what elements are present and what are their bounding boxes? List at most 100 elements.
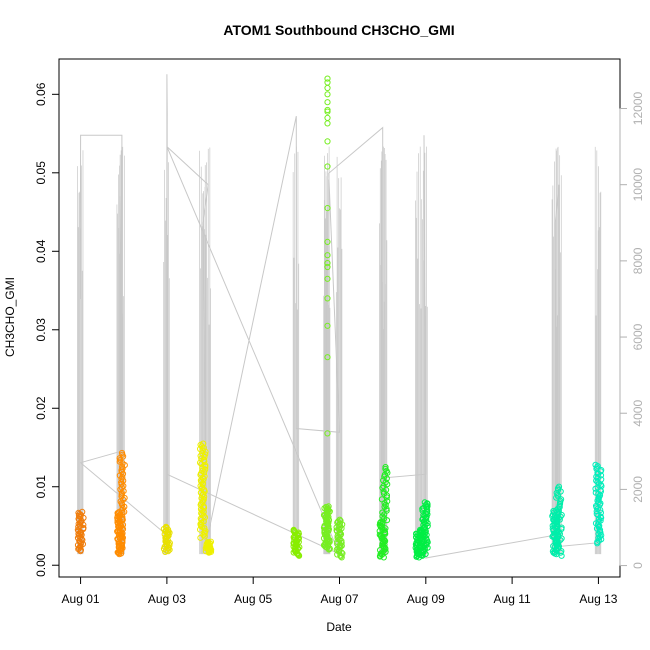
data-point: [592, 461, 599, 468]
x-tick-label: Aug 03: [148, 592, 186, 606]
altitude-layer: [77, 74, 602, 559]
y-tick-label-left: 0.03: [34, 318, 48, 342]
data-point: [324, 295, 331, 302]
data-point: [336, 529, 344, 536]
x-tick-label: Aug 07: [320, 592, 358, 606]
x-tick-label: Aug 13: [579, 592, 617, 606]
data-point: [337, 517, 344, 524]
data-point: [382, 464, 389, 471]
data-point: [324, 138, 331, 145]
flight-series: [320, 75, 346, 561]
data-point: [321, 527, 328, 534]
y-tick-label-right: 12000: [631, 92, 645, 126]
y-tick-label-left: 0.00: [34, 553, 48, 577]
altitude-profile: [77, 150, 84, 555]
data-point: [75, 509, 82, 517]
altitude-profile: [292, 146, 300, 555]
data-point: [557, 537, 564, 544]
flight-series: [290, 526, 303, 559]
data-point: [199, 467, 206, 474]
data-point: [323, 503, 330, 511]
data-point: [324, 79, 331, 86]
data-point: [324, 75, 331, 82]
data-point: [553, 541, 560, 548]
data-point: [383, 505, 390, 512]
y-tick-label-left: 0.05: [34, 161, 48, 185]
x-tick-label: Aug 11: [494, 592, 531, 606]
data-point: [295, 552, 302, 559]
data-point: [421, 499, 428, 506]
data-point: [324, 263, 331, 271]
chart-title: ATOM1 Southbound CH3CHO_GMI: [223, 22, 454, 38]
data-point: [382, 465, 389, 473]
y-axis-label: CH3CHO_GMI: [3, 277, 17, 357]
flight-series: [160, 523, 173, 556]
data-point: [290, 526, 297, 534]
y-tick-label-right: 4000: [631, 400, 645, 427]
altitude-profile: [163, 162, 170, 555]
data-point: [324, 430, 331, 437]
data-point: [163, 524, 170, 531]
y-tick-label-left: 0.02: [34, 396, 48, 420]
data-point: [598, 476, 605, 483]
data-point: [204, 539, 211, 546]
data-point: [162, 523, 170, 530]
data-point: [413, 533, 420, 540]
data-point: [202, 462, 209, 469]
data-point: [384, 498, 391, 505]
data-point: [597, 509, 605, 516]
y-axis-left: 0.00 0.01 0.02 0.03 0.04 0.05 0.06: [34, 82, 60, 577]
data-point: [336, 516, 343, 523]
y-tick-label-right: 0: [631, 562, 645, 569]
x-axis-label: Date: [326, 620, 352, 634]
altitude-profile: [415, 146, 422, 555]
data-point: [324, 99, 331, 106]
flight-series: [549, 483, 565, 559]
flight-series: [74, 508, 87, 555]
data-point: [120, 477, 127, 484]
y-tick-label-left: 0.04: [34, 239, 48, 263]
flight-series: [376, 464, 391, 561]
flight-series: [197, 440, 215, 556]
data-point: [202, 466, 209, 473]
data-point: [324, 354, 331, 361]
y-tick-label-left: 0.06: [34, 82, 48, 106]
y-tick-label-right: 8000: [631, 247, 645, 274]
data-point: [324, 238, 331, 245]
data-point: [555, 483, 563, 490]
data-point: [379, 513, 386, 520]
data-point: [324, 205, 331, 212]
altitude-trace: [79, 74, 599, 559]
x-tick-label: Aug 05: [234, 592, 272, 606]
data-point: [207, 538, 214, 545]
data-point: [324, 163, 331, 170]
y-tick-label-right: 10000: [631, 168, 645, 202]
flight-series: [592, 461, 605, 547]
altitude-profile: [335, 156, 343, 555]
data-point: [324, 260, 331, 267]
y-tick-label-right: 6000: [631, 323, 645, 350]
data-point: [200, 440, 207, 447]
y-tick-label-right: 2000: [631, 476, 645, 503]
flight-series: [114, 449, 128, 558]
data-point: [200, 476, 207, 483]
data-point: [324, 91, 331, 98]
data-point: [79, 508, 86, 515]
data-point: [324, 84, 331, 92]
x-tick-label: Aug 09: [407, 592, 445, 606]
data-point: [324, 275, 331, 282]
data-point: [324, 106, 331, 114]
data-point: [597, 517, 604, 524]
data-point: [324, 322, 331, 329]
points-layer: [74, 75, 605, 561]
x-tick-label: Aug 01: [62, 592, 100, 606]
x-axis: Aug 01 Aug 03 Aug 05 Aug 07 Aug 09 Aug 11 Aug …: [62, 576, 618, 606]
y-tick-label-left: 0.01: [34, 475, 48, 499]
data-point: [381, 515, 388, 522]
data-point: [337, 523, 344, 530]
flight-series: [412, 499, 431, 561]
data-point: [324, 252, 331, 259]
data-point: [324, 120, 331, 127]
data-point: [324, 114, 331, 122]
